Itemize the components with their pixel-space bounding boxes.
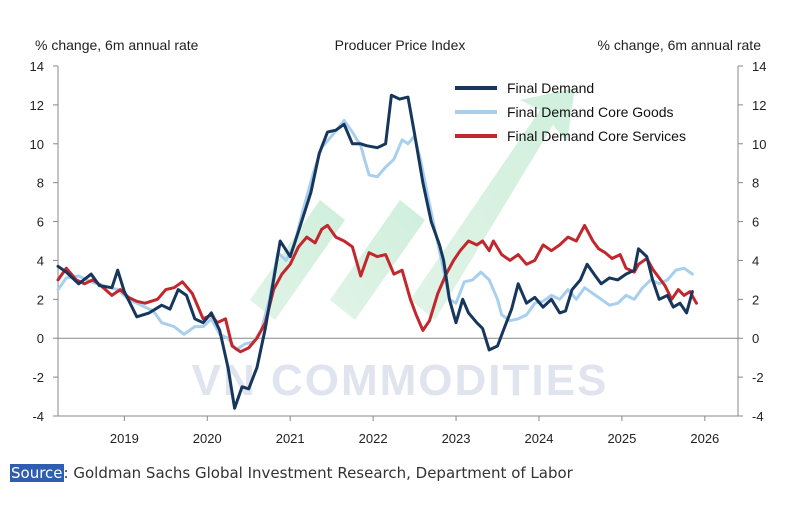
- x-tick-label: 2024: [525, 431, 554, 446]
- y-tick-label-left: 4: [37, 253, 44, 268]
- axis-ticks: -4 -4 -2 -2 0 0 2 2 4 4 6 6 8 8 10 10 12 12 14 14 2019 2020 20…: [30, 59, 767, 446]
- y-tick-label-right: -4: [752, 409, 764, 424]
- x-tick-label: 2022: [359, 431, 388, 446]
- x-tick-label: 2019: [110, 431, 139, 446]
- x-tick-label: 2025: [607, 431, 636, 446]
- legend-label-final-demand: Final Demand: [507, 80, 594, 96]
- watermark-text: VN COMMODITIES: [192, 356, 609, 405]
- y-tick-label-left: 2: [37, 292, 44, 307]
- series-lines: [56, 93, 698, 410]
- y-tick-label-right: 2: [752, 292, 759, 307]
- right-axis-title: % change, 6m annual rate: [598, 37, 762, 53]
- series-line-final-demand: [56, 93, 694, 410]
- y-tick-label-right: 8: [752, 176, 759, 191]
- x-tick-label: 2023: [442, 431, 471, 446]
- y-tick-label-left: 6: [37, 215, 44, 230]
- x-tick-label: 2026: [690, 431, 719, 446]
- y-tick-label-left: 8: [37, 176, 44, 191]
- y-tick-label-right: 4: [752, 253, 759, 268]
- x-tick-label: 2020: [193, 431, 222, 446]
- y-tick-label-right: -2: [752, 370, 764, 385]
- y-tick-label-left: -4: [32, 409, 44, 424]
- source-label: Source: [10, 464, 64, 482]
- y-tick-label-left: 0: [37, 331, 44, 346]
- series-line-core-services: [56, 223, 698, 354]
- y-tick-label-left: 10: [30, 137, 44, 152]
- y-tick-label-left: -2: [32, 370, 44, 385]
- y-tick-label-right: 14: [752, 59, 766, 74]
- y-tick-label-right: 6: [752, 215, 759, 230]
- y-tick-label-right: 12: [752, 98, 766, 113]
- series-line-core-goods: [56, 118, 694, 352]
- y-tick-label-left: 14: [30, 59, 44, 74]
- legend-label-core-goods: Final Demand Core Goods: [507, 104, 674, 120]
- y-tick-label-right: 0: [752, 331, 759, 346]
- left-axis-title: % change, 6m annual rate: [35, 37, 199, 53]
- y-tick-label-right: 10: [752, 137, 766, 152]
- legend-label-core-services: Final Demand Core Services: [507, 128, 686, 144]
- y-tick-label-left: 12: [30, 98, 44, 113]
- source-text: : Goldman Sachs Global Investment Resear…: [63, 464, 573, 482]
- legend: Final Demand Final Demand Core Goods Fin…: [455, 80, 686, 144]
- source-caption: Source: Goldman Sachs Global Investment …: [10, 464, 573, 482]
- x-tick-label: 2021: [276, 431, 305, 446]
- chart-title: Producer Price Index: [335, 37, 466, 53]
